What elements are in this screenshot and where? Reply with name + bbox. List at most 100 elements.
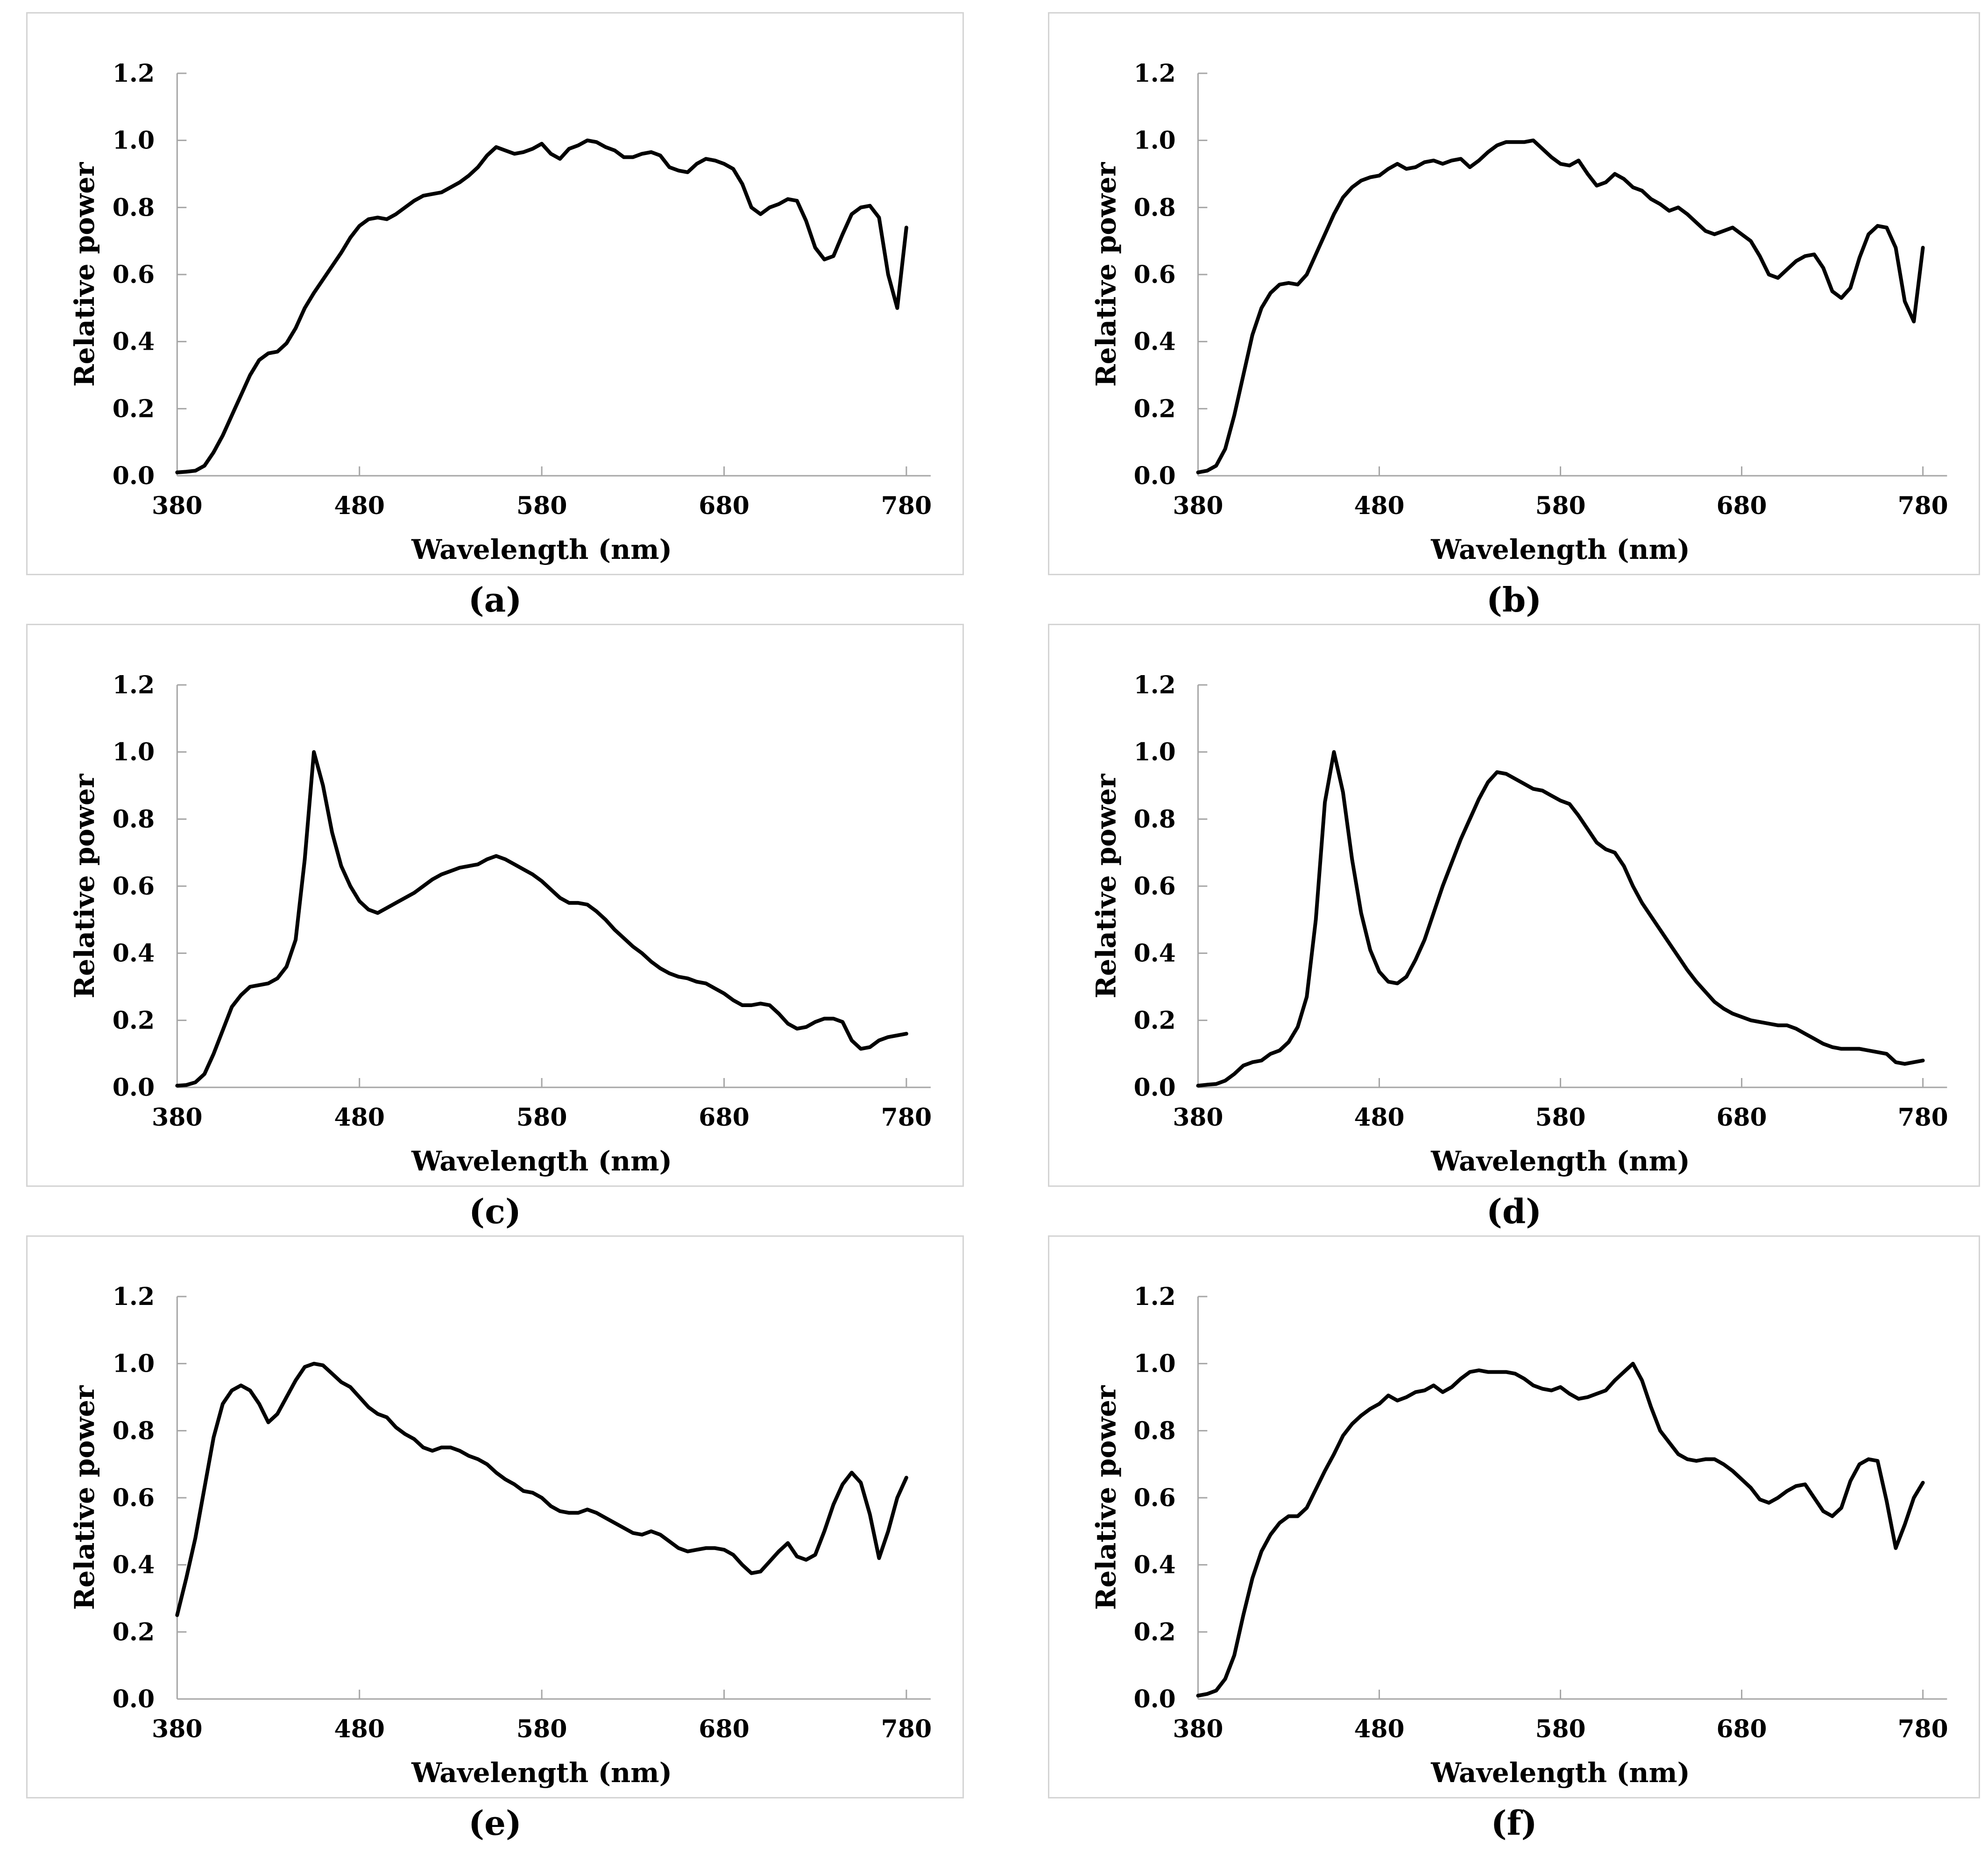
y-tick-label: 0.0 [1134,462,1176,490]
y-tick-label: 1.2 [1134,59,1176,88]
y-tick-label: 0.4 [1134,939,1176,968]
y-tick-label: 0.2 [1134,395,1176,423]
x-tick-label: 480 [1354,1715,1404,1743]
y-tick-label: 0.8 [1134,193,1176,222]
y-tick-label: 0.6 [1134,872,1176,901]
x-tick-label: 380 [152,492,203,520]
chart-panel-d: 0.0 0.2 0.4 0.6 0.8 1.0 1.2 380 480 580 680 780 Wave… [1048,624,1980,1187]
y-axis-title: Relative power [69,773,100,998]
y-tick-label: 1.0 [1134,738,1176,767]
y-tick-label: 0.2 [1134,1618,1176,1646]
x-tick-label: 780 [1898,1103,1948,1132]
x-tick-label: 780 [881,1103,932,1132]
y-tick-label: 1.2 [113,671,155,699]
y-tick-label: 0.8 [113,1417,155,1445]
y-tick-label: 0.0 [1134,1073,1176,1102]
x-tick-label: 480 [334,492,385,520]
x-tick-label: 680 [699,1103,750,1132]
figure-cell-c: 0.0 0.2 0.4 0.6 0.8 1.0 1.2 380 480 580 680 780 Wave… [26,624,964,1235]
y-tick-label: 1.2 [1134,671,1176,699]
x-tick-label: 680 [1717,1715,1767,1743]
y-tick-label: 0.6 [1134,261,1176,289]
x-tick-label: 480 [334,1715,385,1743]
x-axis-title: Wavelength (nm) [1430,1145,1690,1177]
spd-curve [1196,1361,1925,1698]
x-tick-label: 780 [1898,492,1948,520]
y-tick-label: 0.8 [113,805,155,833]
x-axis-title: Wavelength (nm) [1430,534,1690,565]
chart-panel-a: 0.0 0.2 0.4 0.6 0.8 1.0 1.2 380 480 580 680 780 Wave… [26,12,964,575]
x-tick-label: 580 [1535,1715,1586,1743]
spd-curve [175,138,908,474]
x-axis-title: Wavelength (nm) [411,1145,672,1177]
y-tick-label: 0.4 [1134,1551,1176,1579]
spectral-chart-e: 0.0 0.2 0.4 0.6 0.8 1.0 1.2 380 480 580 680 780 Wave… [69,1283,932,1789]
x-tick-label: 680 [1717,492,1767,520]
x-tick-label: 380 [1173,492,1223,520]
spectral-chart-c: 0.0 0.2 0.4 0.6 0.8 1.0 1.2 380 480 580 680 780 Wave… [69,671,932,1177]
y-tick-label: 0.8 [113,193,155,222]
x-tick-label: 380 [1173,1715,1223,1743]
y-tick-label: 1.0 [113,1350,155,1378]
y-tick-label: 0.2 [113,1006,155,1035]
x-axis-title: Wavelength (nm) [411,1757,672,1789]
y-tick-label: 0.0 [113,462,155,490]
x-tick-label: 780 [881,1715,932,1743]
y-tick-label: 0.0 [113,1073,155,1102]
x-tick-label: 380 [1173,1103,1223,1132]
spd-curve [1196,138,1925,474]
spd-curve [1196,750,1925,1088]
x-tick-label: 480 [1354,492,1404,520]
chart-panel-f: 0.0 0.2 0.4 0.6 0.8 1.0 1.2 380 480 580 680 780 Wave… [1048,1235,1980,1798]
y-tick-label: 0.2 [1134,1006,1176,1035]
y-tick-label: 0.4 [113,1551,155,1579]
y-tick-label: 0.2 [113,395,155,423]
x-tick-label: 580 [516,492,567,520]
figure-cell-f: 0.0 0.2 0.4 0.6 0.8 1.0 1.2 380 480 580 680 780 Wave… [1048,1235,1980,1847]
x-tick-label: 380 [152,1715,203,1743]
x-tick-label: 580 [1535,492,1586,520]
figure-cell-a: 0.0 0.2 0.4 0.6 0.8 1.0 1.2 380 480 580 680 780 Wave… [26,12,964,624]
panel-caption-b: (b) [1486,579,1542,620]
y-tick-label: 0.4 [113,328,155,356]
spd-curve [175,750,908,1088]
x-axis-title: Wavelength (nm) [411,534,672,565]
y-tick-label: 0.6 [113,261,155,289]
spectral-chart-b: 0.0 0.2 0.4 0.6 0.8 1.0 1.2 380 480 580 680 780 Wave… [1090,59,1948,565]
x-tick-label: 580 [1535,1103,1586,1132]
y-axis-title: Relative power [1090,773,1122,998]
y-axis-title: Relative power [69,162,100,387]
x-tick-label: 380 [152,1103,203,1132]
y-tick-label: 1.0 [1134,127,1176,155]
y-tick-label: 1.2 [1134,1283,1176,1311]
y-axis-title: Relative power [1090,162,1122,387]
x-tick-label: 580 [516,1103,567,1132]
spd-curve [175,1361,908,1617]
y-tick-label: 0.4 [1134,328,1176,356]
spectral-chart-a: 0.0 0.2 0.4 0.6 0.8 1.0 1.2 380 480 580 680 780 Wave… [69,59,932,565]
y-tick-label: 0.2 [113,1618,155,1646]
x-tick-label: 680 [699,492,750,520]
y-tick-label: 1.2 [113,1283,155,1311]
panel-caption-f: (f) [1491,1803,1537,1843]
y-tick-label: 0.6 [113,872,155,901]
y-tick-label: 1.0 [113,738,155,767]
spectral-chart-d: 0.0 0.2 0.4 0.6 0.8 1.0 1.2 380 480 580 680 780 Wave… [1090,671,1948,1177]
y-axis-title: Relative power [1090,1385,1122,1610]
y-tick-label: 1.2 [113,59,155,88]
y-tick-label: 0.0 [1134,1685,1176,1713]
y-tick-label: 1.0 [1134,1350,1176,1378]
figure-cell-d: 0.0 0.2 0.4 0.6 0.8 1.0 1.2 380 480 580 680 780 Wave… [1048,624,1980,1235]
chart-panel-b: 0.0 0.2 0.4 0.6 0.8 1.0 1.2 380 480 580 680 780 Wave… [1048,12,1980,575]
x-tick-label: 480 [334,1103,385,1132]
x-tick-label: 580 [516,1715,567,1743]
y-tick-label: 0.0 [113,1685,155,1713]
panel-caption-d: (d) [1486,1191,1542,1231]
y-tick-label: 0.8 [1134,1417,1176,1445]
figure-cell-e: 0.0 0.2 0.4 0.6 0.8 1.0 1.2 380 480 580 680 780 Wave… [26,1235,964,1847]
y-tick-label: 0.8 [1134,805,1176,833]
chart-panel-c: 0.0 0.2 0.4 0.6 0.8 1.0 1.2 380 480 580 680 780 Wave… [26,624,964,1187]
panel-caption-e: (e) [468,1803,522,1843]
spectral-chart-f: 0.0 0.2 0.4 0.6 0.8 1.0 1.2 380 480 580 680 780 Wave… [1090,1283,1948,1789]
